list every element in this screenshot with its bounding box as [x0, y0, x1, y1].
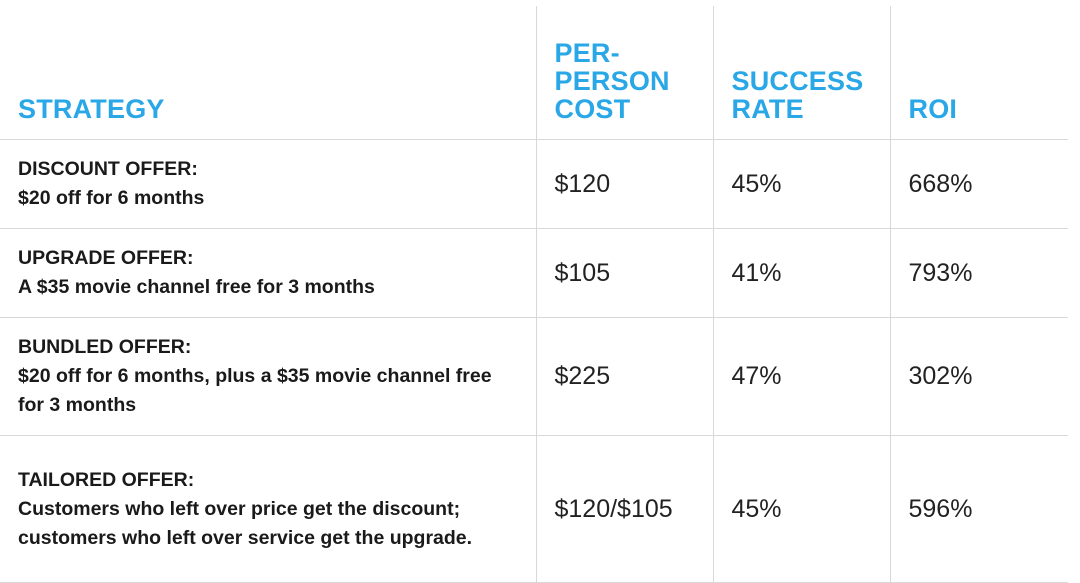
strategy-description: Customers who left over price get the di… — [18, 497, 473, 549]
strategy-description: A $35 movie channel free for 3 months — [18, 276, 375, 298]
roi-cell: 793% — [889, 228, 1068, 318]
success-rate-cell: 45% — [712, 435, 890, 583]
roi-cell: 596% — [889, 435, 1068, 583]
cost-cell: $120/$105 — [535, 435, 713, 583]
strategy-name: UPGRADE OFFER: — [18, 247, 194, 269]
strategy-cell: DISCOUNT OFFER: $20 off for 6 months — [0, 139, 536, 229]
cost-cell: $105 — [535, 228, 713, 318]
strategy-cell: UPGRADE OFFER: A $35 movie channel free … — [0, 228, 536, 318]
table-row: TAILORED OFFER: Customers who left over … — [0, 435, 1068, 583]
header-per-person-cost: PER- PERSON COST — [535, 6, 713, 140]
table-row: BUNDLED OFFER: $20 off for 6 months, plu… — [0, 317, 1068, 436]
strategy-table: STRATEGY PER- PERSON COST SUCCESS RATE ROI … — [0, 6, 1068, 583]
strategy-description: $20 off for 6 months — [18, 187, 205, 209]
header-strategy: STRATEGY — [0, 6, 536, 140]
strategy-cell: BUNDLED OFFER: $20 off for 6 months, plu… — [0, 317, 536, 436]
strategy-cell: TAILORED OFFER: Customers who left over … — [0, 435, 536, 583]
strategy-name: DISCOUNT OFFER: — [18, 158, 198, 180]
table-row: DISCOUNT OFFER: $20 off for 6 months $12… — [0, 139, 1068, 229]
header-roi: ROI — [889, 6, 1068, 140]
strategy-name: TAILORED OFFER: — [18, 468, 195, 491]
success-rate-cell: 47% — [712, 317, 890, 436]
success-rate-cell: 45% — [712, 139, 890, 229]
strategy-name: BUNDLED OFFER: — [18, 336, 192, 358]
roi-cell: 302% — [889, 317, 1068, 436]
roi-cell: 668% — [889, 139, 1068, 229]
cost-cell: $225 — [535, 317, 713, 436]
strategy-description: $20 off for 6 months, plus a $35 movie c… — [18, 365, 492, 416]
success-rate-cell: 41% — [712, 228, 890, 318]
table-row: UPGRADE OFFER: A $35 movie channel free … — [0, 228, 1068, 318]
cost-cell: $120 — [535, 139, 713, 229]
header-row: STRATEGY PER- PERSON COST SUCCESS RATE ROI — [0, 6, 1068, 140]
header-success-rate: SUCCESS RATE — [712, 6, 890, 140]
